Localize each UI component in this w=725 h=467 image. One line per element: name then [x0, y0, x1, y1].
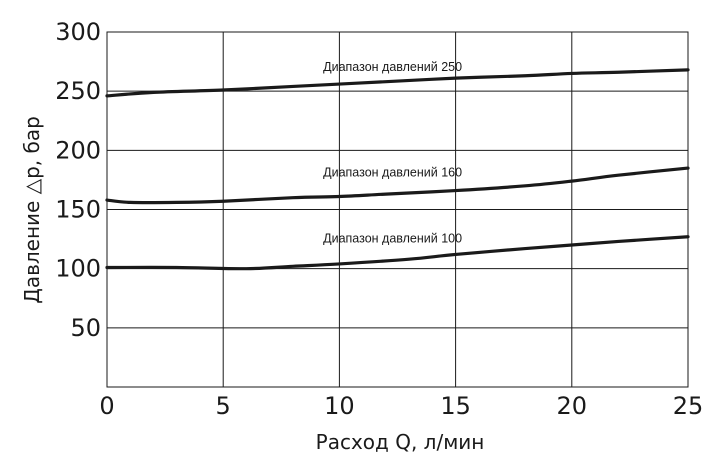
series-line	[105, 166, 690, 205]
grid	[106, 31, 689, 388]
series-label: Диапазон давлений 100	[323, 232, 462, 246]
y-tick-label: 50	[70, 314, 101, 342]
x-axis-ticks: 0 5 10 15 20 25	[99, 392, 703, 420]
series-labels: Диапазон давлений 250 Диапазон давлений 1…	[323, 60, 462, 246]
y-axis-label: Давление △p, бар	[20, 116, 44, 304]
series-line	[105, 235, 690, 271]
y-tick-label: 200	[55, 136, 101, 164]
y-tick-label: 250	[55, 77, 101, 105]
series-lines	[105, 68, 690, 271]
x-tick-label: 5	[216, 392, 231, 420]
y-axis-ticks: 50 100 150 200 250 300	[55, 18, 101, 342]
x-axis-label: Расход Q, л/мин	[316, 430, 485, 454]
series-label: Диапазон давлений 160	[323, 165, 462, 179]
y-tick-label: 150	[55, 196, 101, 224]
y-tick-label: 100	[55, 255, 101, 283]
x-tick-label: 20	[557, 392, 588, 420]
series-line	[105, 68, 690, 98]
x-tick-label: 15	[440, 392, 471, 420]
y-tick-label: 300	[55, 18, 101, 46]
x-tick-label: 10	[324, 392, 355, 420]
x-tick-label: 0	[99, 392, 114, 420]
series-label: Диапазон давлений 250	[323, 60, 462, 74]
x-tick-label: 25	[673, 392, 704, 420]
